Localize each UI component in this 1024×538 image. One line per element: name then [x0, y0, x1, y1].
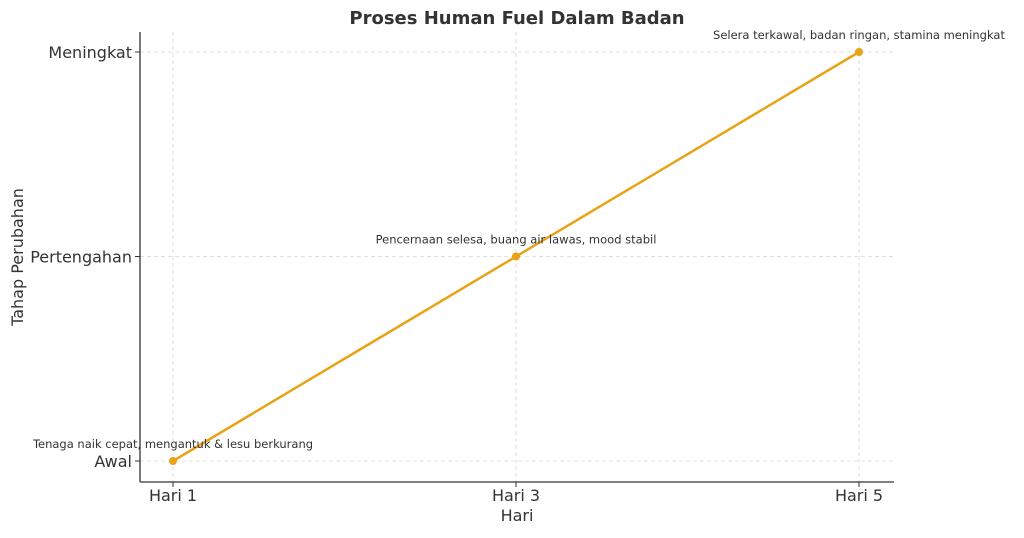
x-axis-label: Hari	[501, 506, 534, 525]
y-tick-label: Meningkat	[48, 43, 132, 62]
x-tick-label: Hari 5	[835, 486, 883, 505]
y-tick-label: Awal	[94, 452, 132, 471]
x-tick-label: Hari 3	[492, 486, 540, 505]
y-tick-label: Pertengahan	[30, 248, 132, 267]
data-annotation: Tenaga naik cepat, mengantuk & lesu berk…	[32, 437, 313, 451]
series	[169, 48, 863, 465]
data-annotation: Selera terkawal, badan ringan, stamina m…	[713, 28, 1005, 42]
ticks: Hari 1 Hari 3 Hari 5 Awal Pertengahan Meningk…	[30, 43, 883, 505]
chart-title: Proses Human Fuel Dalam Badan	[349, 8, 684, 29]
data-point	[169, 457, 177, 465]
annotations: Tenaga naik cepat, mengantuk & lesu berk…	[32, 28, 1006, 451]
data-point	[855, 48, 863, 56]
data-annotation: Pencernaan selesa, buang air lawas, mood…	[376, 233, 657, 247]
data-point	[512, 252, 520, 261]
y-axis-label: Tahap Perubahan	[8, 188, 27, 327]
x-tick-label: Hari 1	[149, 486, 197, 505]
